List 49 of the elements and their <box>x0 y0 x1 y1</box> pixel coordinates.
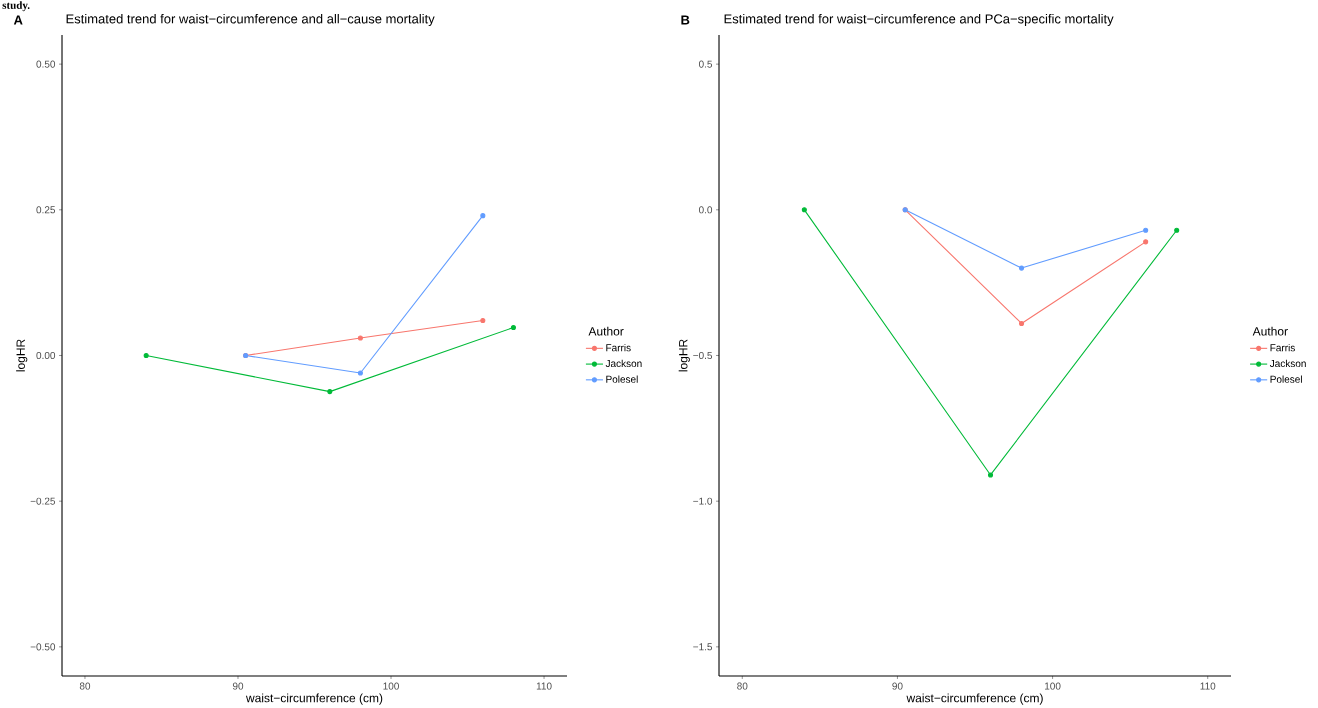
point <box>480 213 486 219</box>
y-tick-label: 0.0 <box>698 206 713 214</box>
y-tick-label: 0.00 <box>36 351 56 360</box>
chart-title: Estimated trend for waist−circumference and all−cause mortality <box>66 13 435 27</box>
y-tick-label: −1.0 <box>693 497 713 505</box>
y-tick-label: 0.25 <box>36 206 56 214</box>
text: B <box>681 15 690 25</box>
legend-title: Author <box>1252 326 1288 336</box>
legend-label: Jackson <box>605 359 642 368</box>
text: A <box>13 15 23 25</box>
point <box>987 472 994 478</box>
chart-title: Estimated trend for waist−circumference and PCa−specific mortality <box>724 13 1114 27</box>
x-tick-label: 100 <box>383 682 399 690</box>
point <box>480 317 486 324</box>
legend-label: Farris <box>1270 343 1295 352</box>
point <box>801 207 807 213</box>
point <box>357 370 363 376</box>
x-axis-title: waist−circumference (cm) <box>245 693 383 705</box>
point <box>510 324 516 331</box>
x-tick-label: 80 <box>737 682 748 690</box>
x-axis-title: waist−circumference (cm) <box>906 693 1043 705</box>
point <box>357 335 363 341</box>
x-tick-label: 90 <box>892 682 903 690</box>
point <box>1019 265 1025 271</box>
y-tick-label: 0.5 <box>698 60 713 68</box>
legend-label: Farris <box>606 343 631 352</box>
x-tick-label: 100 <box>1045 682 1061 690</box>
x-tick-label: 90 <box>232 682 244 690</box>
text: study. <box>2 1 30 12</box>
y-tick-label: −0.25 <box>30 497 56 505</box>
point <box>1174 227 1180 233</box>
point <box>143 352 149 359</box>
y-tick-label: −1.5 <box>693 643 713 651</box>
legend-label: Polesel <box>606 375 638 383</box>
y-tick-label: −0.5 <box>693 351 713 360</box>
y-axis-title: logHR <box>678 339 690 372</box>
x-tick-label: 110 <box>536 682 552 690</box>
point <box>1019 320 1025 326</box>
y-axis-title: logHR <box>16 339 28 372</box>
legend-label: Polesel <box>1270 375 1302 383</box>
x-tick-label: 80 <box>79 682 91 690</box>
y-tick-label: 0.50 <box>36 60 56 68</box>
legend-label: Jackson <box>1269 359 1306 368</box>
legend-title: Author <box>588 326 624 336</box>
point <box>1143 239 1149 245</box>
point <box>1143 227 1149 233</box>
point <box>327 389 333 395</box>
x-tick-label: 110 <box>1200 682 1216 690</box>
y-tick-label: −0.50 <box>30 643 56 651</box>
